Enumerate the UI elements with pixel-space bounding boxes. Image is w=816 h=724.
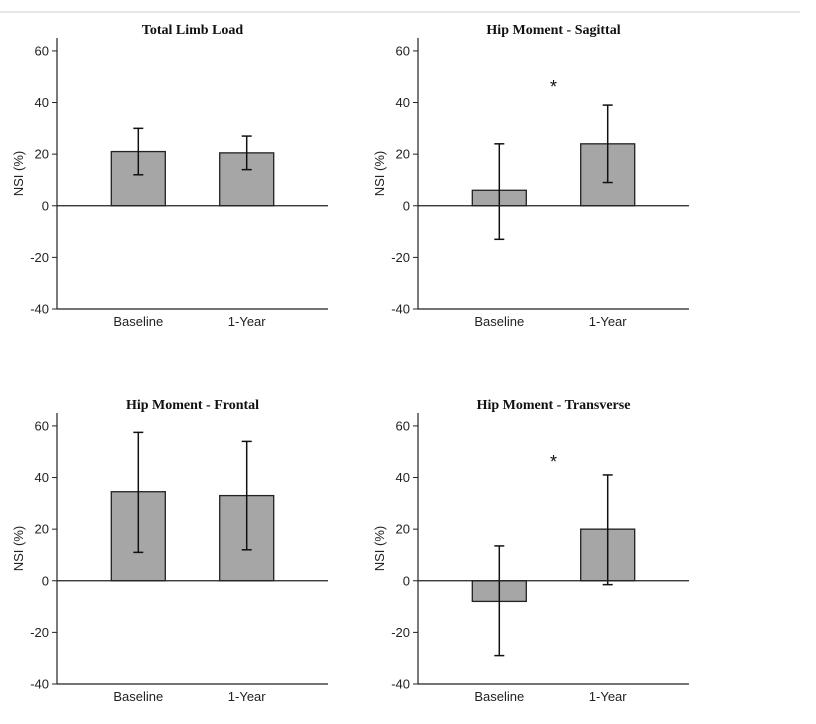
y-tick-label: -40: [391, 302, 410, 317]
chart-panel-1: Total Limb Load 60 40 20 0 -20 -40 NSI (%) Basel…: [11, 23, 328, 329]
chart-title: Hip Moment - Sagittal: [486, 23, 620, 38]
y-tick-label: 0: [42, 573, 49, 588]
y-tick-label: 40: [35, 95, 49, 110]
y-axis-label: NSI (%): [372, 151, 387, 197]
y-axis-label: NSI (%): [11, 151, 26, 197]
x-tick-label: Baseline: [474, 689, 524, 704]
y-tick-label: 20: [396, 147, 410, 162]
significance-star: *: [550, 452, 557, 472]
y-tick-label: 0: [403, 198, 410, 213]
y-tick-label: 40: [35, 470, 49, 485]
chart-title: Total Limb Load: [142, 23, 244, 38]
chart-title: Hip Moment - Frontal: [126, 398, 259, 413]
chart-panels: Total Limb Load 60 40 20 0 -20 -40 NSI (%) Basel…: [11, 23, 689, 704]
y-tick-label: -40: [391, 677, 410, 692]
y-tick-label: 0: [42, 198, 49, 213]
y-tick-label: 60: [35, 418, 49, 433]
y-axis-label: NSI (%): [372, 526, 387, 572]
y-tick-label: -20: [391, 250, 410, 265]
y-tick-label: 60: [35, 43, 49, 58]
x-tick-label: 1-Year: [228, 689, 266, 704]
x-tick-label: Baseline: [474, 314, 524, 329]
x-tick-label: Baseline: [113, 689, 163, 704]
chart-panel-4: Hip Moment - Transverse 60 40 20 0 -20 -40 NSI …: [372, 398, 689, 704]
y-tick-label: -20: [30, 250, 49, 265]
y-axis-label: NSI (%): [11, 526, 26, 572]
y-tick-label: 20: [396, 522, 410, 537]
y-tick-label: 40: [396, 95, 410, 110]
y-tick-label: 60: [396, 43, 410, 58]
chart-title: Hip Moment - Transverse: [477, 398, 631, 413]
y-tick-label: 20: [35, 147, 49, 162]
y-tick-label: 40: [396, 470, 410, 485]
y-tick-label: 60: [396, 418, 410, 433]
x-tick-label: 1-Year: [589, 314, 627, 329]
x-tick-label: 1-Year: [589, 689, 627, 704]
x-tick-label: 1-Year: [228, 314, 266, 329]
y-tick-label: 0: [403, 573, 410, 588]
chart-panel-3: Hip Moment - Frontal 60 40 20 0 -20 -40 NSI (%)…: [11, 398, 328, 704]
y-tick-label: 20: [35, 522, 49, 537]
y-tick-label: -20: [391, 625, 410, 640]
y-tick-label: -40: [30, 677, 49, 692]
x-tick-label: Baseline: [113, 314, 163, 329]
significance-star: *: [550, 77, 557, 97]
y-tick-label: -20: [30, 625, 49, 640]
y-tick-label: -40: [30, 302, 49, 317]
chart-panel-2: Hip Moment - Sagittal 60 40 20 0 -20 -40 NSI (%…: [372, 23, 689, 329]
